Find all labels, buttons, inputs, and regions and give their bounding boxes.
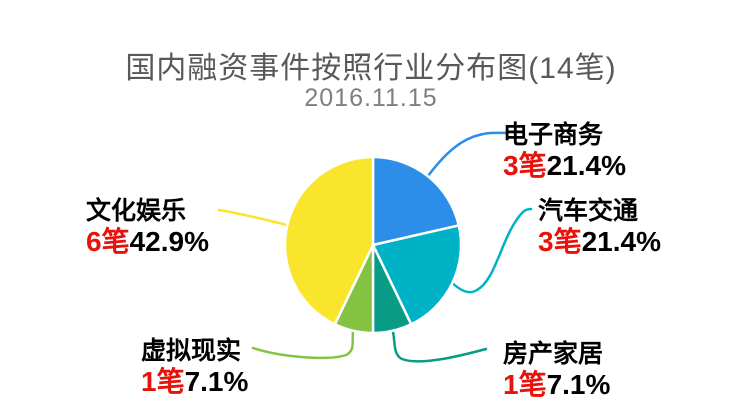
callout-culture: 文化娱乐 6笔42.9% — [86, 197, 209, 257]
callout-ecommerce: 电子商务 3笔21.4% — [503, 121, 626, 181]
slice-label-vr: 虚拟现实 — [141, 337, 242, 365]
slice-percent-real-estate: 7.1% — [546, 368, 611, 400]
slice-count-culture: 6笔 — [86, 225, 130, 257]
slice-count-real-estate: 1笔 — [503, 368, 547, 400]
leader-line-auto-transport — [449, 207, 533, 294]
leader-line-ecommerce — [426, 131, 509, 178]
leader-line-real-estate — [390, 326, 488, 363]
slice-label-auto-transport: 汽车交通 — [538, 197, 639, 225]
slice-value-ecommerce: 3笔21.4% — [503, 149, 626, 182]
pie-slice-ecommerce[interactable] — [371, 155, 461, 247]
callout-auto-transport: 汽车交通 3笔21.4% — [538, 197, 661, 257]
slice-percent-ecommerce: 21.4% — [546, 149, 626, 181]
slice-count-vr: 1笔 — [141, 365, 185, 397]
slice-count-ecommerce: 3笔 — [503, 149, 547, 181]
chart-date: 2016.11.15 — [304, 84, 438, 112]
slice-value-culture: 6笔42.9% — [86, 225, 209, 258]
callout-vr: 虚拟现实 1笔7.1% — [141, 337, 248, 397]
callout-real-estate: 房产家居 1笔7.1% — [503, 340, 610, 400]
slice-percent-vr: 7.1% — [184, 365, 249, 397]
pie-slice-culture[interactable] — [283, 155, 375, 326]
slice-label-real-estate: 房产家居 — [503, 340, 604, 368]
slice-percent-culture: 42.9% — [129, 225, 209, 257]
slice-percent-auto-transport: 21.4% — [581, 225, 661, 257]
slice-label-culture: 文化娱乐 — [86, 197, 187, 225]
slice-label-ecommerce: 电子商务 — [503, 121, 604, 149]
leader-line-vr — [251, 329, 355, 360]
leader-line-culture — [217, 208, 289, 227]
slice-count-auto-transport: 3笔 — [538, 225, 582, 257]
chart-title: 国内融资事件按照行业分布图(14笔) — [125, 52, 617, 85]
slice-value-vr: 1笔7.1% — [141, 365, 249, 398]
slice-value-auto-transport: 3笔21.4% — [538, 225, 661, 258]
slice-value-real-estate: 1笔7.1% — [503, 368, 611, 401]
pie-slice-auto-transport[interactable] — [371, 224, 463, 326]
